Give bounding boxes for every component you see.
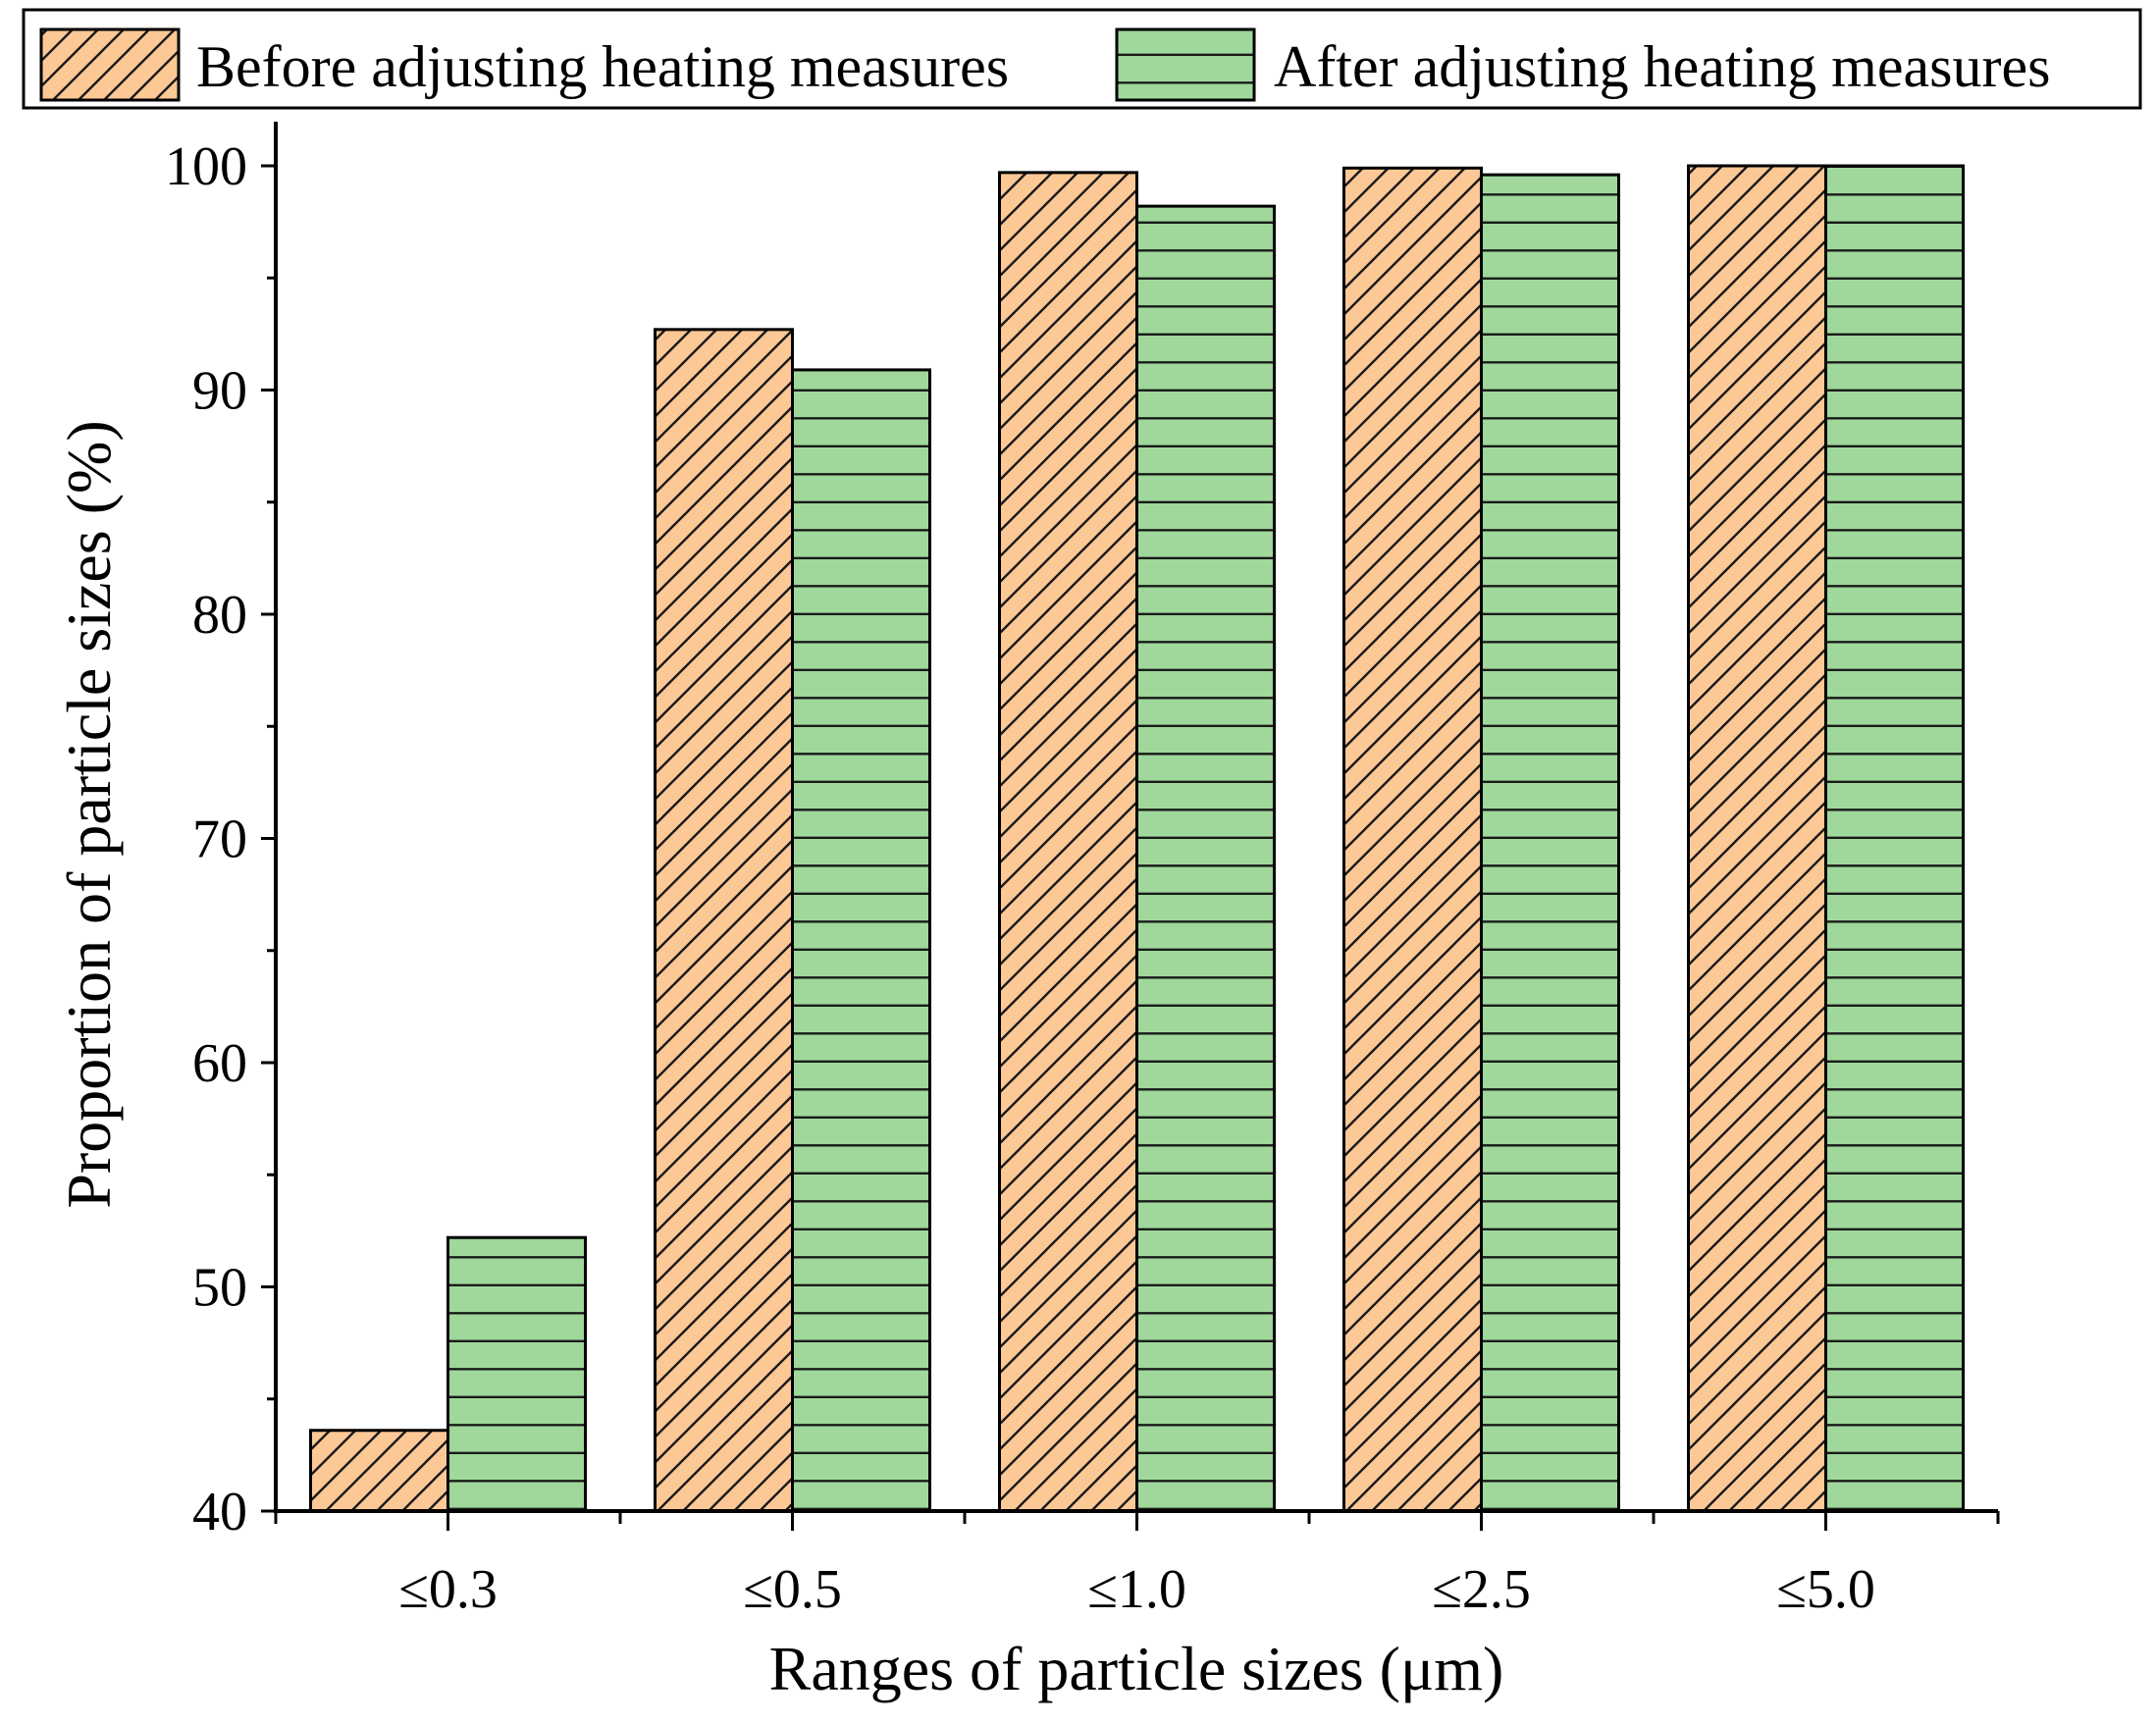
bar-before-0	[309, 1429, 449, 1513]
bar-before-4	[1687, 164, 1827, 1513]
x-axis-title: Ranges of particle sizes (μm)	[769, 1634, 1504, 1703]
x-tick-label: ≤5.0	[1776, 1559, 1875, 1620]
x-tick-label: ≤0.3	[398, 1559, 498, 1620]
y-tick-label: 60	[192, 1033, 247, 1094]
legend-label-before: Before adjusting heating measures	[196, 34, 1009, 99]
y-tick-label: 90	[192, 361, 247, 422]
x-tick-label: ≤1.0	[1087, 1559, 1186, 1620]
bar-after-1	[791, 368, 931, 1513]
bars	[309, 164, 1965, 1513]
legend-frame	[22, 8, 2142, 110]
bar-before-3	[1342, 166, 1483, 1513]
bar-after-3	[1480, 173, 1620, 1513]
bar-after-4	[1824, 164, 1965, 1513]
bar-after-2	[1135, 204, 1276, 1513]
x-tick-label: ≤0.5	[743, 1559, 842, 1620]
y-ticks: 40 50 60 70 80 90 100	[165, 136, 276, 1542]
y-tick-label: 100	[165, 136, 247, 197]
bar-before-1	[654, 328, 794, 1513]
y-tick-label: 80	[192, 585, 247, 646]
legend-label-after: After adjusting heating measures	[1274, 34, 2050, 99]
legend-swatch-after	[1115, 27, 1256, 102]
y-tick-label: 40	[192, 1482, 247, 1542]
bar-after-0	[447, 1235, 587, 1513]
y-tick-label: 50	[192, 1258, 247, 1319]
x-ticks: ≤0.3 ≤0.5 ≤1.0 ≤2.5 ≤5.0	[274, 1511, 2000, 1620]
y-axis-title: Proportion of particle sizes (%)	[54, 420, 124, 1208]
x-tick-label: ≤2.5	[1432, 1559, 1531, 1620]
bar-before-2	[998, 171, 1138, 1513]
legend: Before adjusting heating measures After …	[22, 8, 2142, 110]
y-tick-label: 70	[192, 810, 247, 870]
legend-swatch-before	[39, 27, 181, 102]
